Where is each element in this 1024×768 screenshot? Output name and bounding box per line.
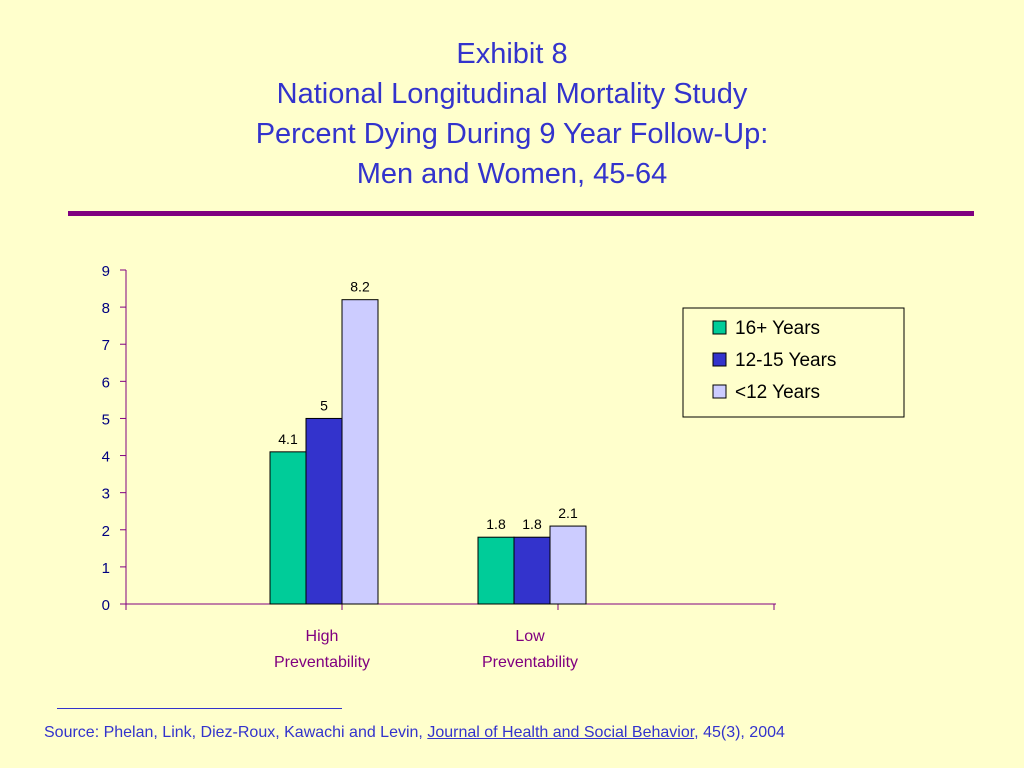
title-block: Exhibit 8 National Longitudinal Mortalit… (0, 34, 1024, 194)
title-line-1: Exhibit 8 (456, 38, 568, 70)
bar-value-label: 5 (320, 397, 328, 413)
y-tick-label: 0 (102, 597, 110, 614)
legend-box (682, 307, 905, 418)
legend-label: 12-15 Years (735, 350, 836, 371)
bar-value-label: 4.1 (278, 431, 298, 447)
bar-value-label: 2.1 (558, 505, 578, 521)
y-tick-label: 2 (102, 523, 110, 540)
bar-chart: 0 1 2 3 4 5 6 7 8 9 4.1 1.8 5 1.8 8.2 2.1 High Preventabi… (102, 263, 905, 671)
source-suffix: , 45(3), 2004 (694, 724, 785, 741)
y-tick-label: 8 (102, 300, 110, 317)
y-tick-label: 5 (102, 411, 110, 428)
title-line-2: National Longitudinal Mortality Study (276, 78, 748, 110)
y-tick-label: 6 (102, 374, 110, 391)
category-label: Preventability (482, 654, 578, 671)
bar-value-label: 1.8 (486, 516, 506, 532)
bar-value-label: 8.2 (350, 279, 370, 295)
bar (305, 417, 343, 605)
category-label: High (306, 628, 339, 645)
bar (341, 299, 379, 605)
legend-label: <12 Years (735, 382, 820, 403)
source-prefix: Source: Phelan, Link, Diez-Roux, Kawachi… (44, 724, 428, 741)
y-tick-label: 9 (102, 263, 110, 280)
bar (477, 536, 515, 605)
bar (549, 525, 587, 605)
title-line-3: Percent Dying During 9 Year Follow-Up: (255, 118, 769, 150)
bar (269, 451, 307, 605)
bar (513, 536, 551, 605)
legend-label: 16+ Years (735, 318, 820, 339)
legend-swatch (712, 320, 727, 335)
source-citation: Source: Phelan, Link, Diez-Roux, Kawachi… (44, 724, 1004, 742)
source-divider (57, 708, 342, 709)
y-tick-label: 1 (102, 560, 110, 577)
y-tick-label: 7 (102, 337, 110, 354)
title-divider (68, 211, 974, 216)
legend-swatch (712, 384, 727, 399)
y-tick-label: 4 (102, 449, 110, 466)
bar-value-label: 1.8 (522, 516, 542, 532)
title-line-4: Men and Women, 45-64 (356, 158, 668, 190)
category-label: Preventability (274, 654, 370, 671)
source-journal: Journal of Health and Social Behavior (427, 724, 695, 741)
y-tick-label: 3 (102, 486, 110, 503)
legend-swatch (712, 352, 727, 367)
category-label: Low (515, 628, 545, 645)
